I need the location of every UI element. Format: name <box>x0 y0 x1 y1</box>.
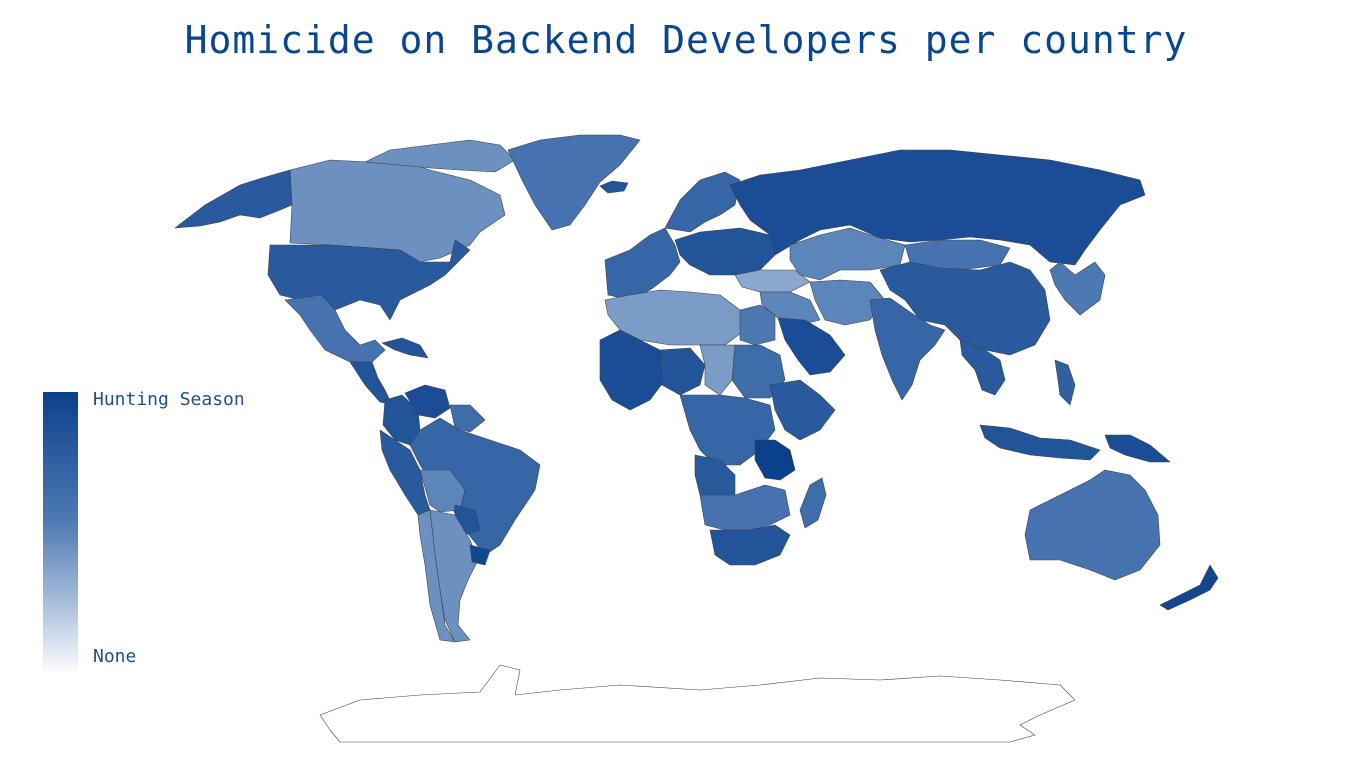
region-chile <box>417 509 456 643</box>
region-egypt <box>739 304 776 346</box>
map-title: Homicide on Backend Developers per count… <box>184 18 1188 62</box>
region-southern-africa <box>699 484 791 531</box>
region-tanzania <box>754 439 796 481</box>
region-iran-afghanistan <box>809 279 886 326</box>
region-kazakhstan <box>789 227 906 281</box>
region-nigeria <box>659 347 706 396</box>
region-korea-japan <box>1049 261 1106 316</box>
region-caribbean <box>381 337 429 359</box>
region-china <box>879 261 1051 356</box>
region-ethiopia-horn <box>769 379 836 441</box>
region-philippines <box>1054 359 1076 406</box>
region-middle-east <box>759 291 821 326</box>
legend-color-bar <box>43 392 78 675</box>
region-turkey <box>734 269 811 293</box>
region-central-america <box>349 361 393 406</box>
region-scandinavia <box>664 171 741 233</box>
region-greenland <box>507 134 641 231</box>
region-uruguay <box>469 544 491 566</box>
region-guianas <box>449 404 486 433</box>
region-west-africa <box>599 329 666 411</box>
region-iceland <box>599 180 629 194</box>
region-alaska <box>174 169 293 229</box>
region-southeast-asia <box>959 339 1006 396</box>
region-australia <box>1024 469 1161 581</box>
region-new-zealand <box>1159 564 1219 611</box>
region-eastern-europe <box>674 227 776 276</box>
region-chad-niger <box>699 344 736 396</box>
legend-high-label: Hunting Season <box>93 389 245 410</box>
legend-low-label: None <box>93 646 137 667</box>
region-mexico <box>284 294 386 363</box>
region-russia <box>729 149 1146 266</box>
region-saudi-arabia <box>777 317 846 376</box>
region-india <box>869 297 946 401</box>
region-western-europe <box>604 227 681 301</box>
region-papua-new-guinea <box>1104 434 1171 463</box>
region-venezuela <box>404 384 451 419</box>
region-south-africa <box>709 524 791 566</box>
region-madagascar <box>799 477 827 529</box>
region-indonesia <box>979 424 1101 461</box>
region-antarctica <box>319 664 1076 743</box>
